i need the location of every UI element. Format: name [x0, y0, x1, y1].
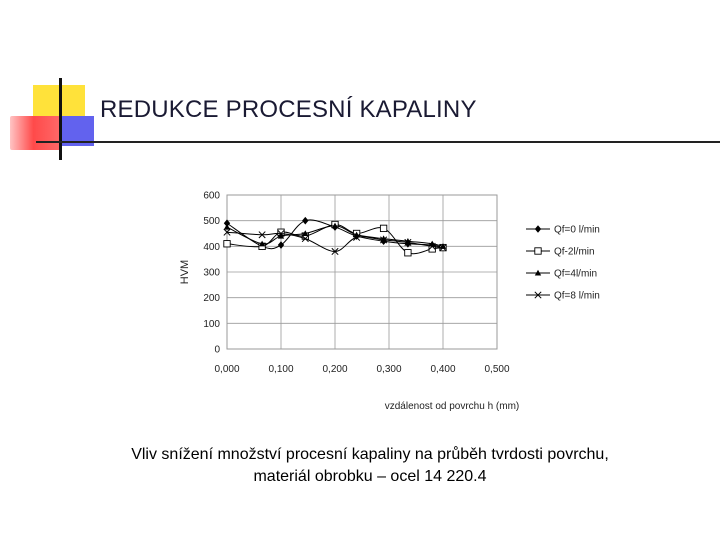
legend-label: Qf=8 l/min [554, 291, 600, 302]
legend-label: Qf=0 l/min [554, 225, 600, 236]
slide-title: REDUKCE PROCESNÍ KAPALINY [100, 96, 477, 123]
marker-stroke [331, 247, 339, 256]
marker-stroke [301, 235, 309, 243]
marker-stroke [277, 229, 285, 238]
legend-marker [534, 247, 542, 255]
x-axis-ticks: 0,000 0,100 0,200 0,300 0,400 0,500 [214, 364, 509, 375]
data-point [428, 242, 436, 250]
data-point [302, 230, 309, 237]
x-axis-label: vzdálenost od povrchu h (mm) [385, 401, 520, 412]
hardness-chart: 0 100 200 300 400 500 600 0,000 0,100 0,200 0,300… [179, 191, 600, 413]
decor-red-bar [10, 116, 62, 150]
data-point [331, 247, 339, 256]
caption-line-1: Vliv snížení množství procesní kapaliny … [131, 446, 609, 463]
legend: Qf=0 l/min Qf-2l/min Qf=4l/min Qf=8 l/min [526, 225, 600, 302]
marker-stroke [380, 236, 388, 244]
marker-stroke [404, 238, 412, 247]
y-tick-label: 200 [203, 293, 220, 304]
marker-stroke [439, 244, 447, 252]
legend-marker [534, 225, 542, 233]
legend-item: Qf=8 l/min [526, 291, 600, 302]
y-tick-label: 400 [203, 242, 220, 253]
marker-stroke [534, 291, 542, 299]
data-point [223, 223, 231, 230]
marker-stroke [428, 242, 436, 250]
title-underline [36, 141, 720, 143]
data-point [331, 222, 339, 229]
series-line [226, 224, 444, 255]
data-point [380, 236, 388, 244]
series-line [226, 231, 444, 252]
data-point [439, 244, 447, 252]
y-tick-label: 600 [203, 191, 220, 202]
y-tick-label: 100 [203, 319, 220, 330]
y-tick-label: 300 [203, 268, 220, 279]
caption-line-2: materiál obrobku – ocel 14 220.4 [253, 468, 487, 485]
legend-label: Qf=4l/min [554, 269, 597, 280]
data-point [353, 233, 361, 241]
x-tick-label: 0,400 [430, 364, 455, 375]
legend-label: Qf-2l/min [554, 247, 595, 258]
y-tick-label: 500 [203, 216, 220, 227]
y-axis-ticks: 0 100 200 300 400 500 600 [203, 191, 220, 356]
legend-item: Qf-2l/min [526, 247, 595, 258]
x-tick-label: 0,500 [484, 364, 509, 375]
data-point [258, 231, 266, 239]
data-point [223, 228, 231, 236]
x-tick-label: 0,100 [268, 364, 293, 375]
legend-item: Qf=0 l/min [526, 225, 600, 236]
y-tick-label: 0 [214, 345, 220, 356]
marker-stroke [353, 233, 361, 241]
y-axis-label: HVM [179, 260, 191, 284]
x-tick-label: 0,000 [214, 364, 239, 375]
decor-vertical-line [59, 78, 62, 160]
data-point [223, 240, 231, 248]
data-point [301, 235, 309, 243]
series-4 [223, 228, 447, 256]
series-line [226, 225, 444, 247]
data-point [277, 241, 285, 249]
x-tick-label: 0,200 [322, 364, 347, 375]
legend-marker [534, 269, 542, 276]
data-point [277, 232, 285, 239]
marker-stroke [258, 231, 266, 239]
series-lines [223, 216, 447, 257]
x-tick-label: 0,300 [376, 364, 401, 375]
data-point [277, 229, 285, 238]
data-point [379, 224, 388, 233]
legend-item: Qf=4l/min [526, 269, 597, 280]
data-point [404, 249, 412, 257]
data-point [258, 240, 266, 247]
data-point [404, 238, 412, 247]
legend-marker [534, 291, 542, 299]
figure-caption: Vliv snížení množství procesní kapaliny … [40, 444, 700, 488]
marker-stroke [223, 228, 231, 236]
